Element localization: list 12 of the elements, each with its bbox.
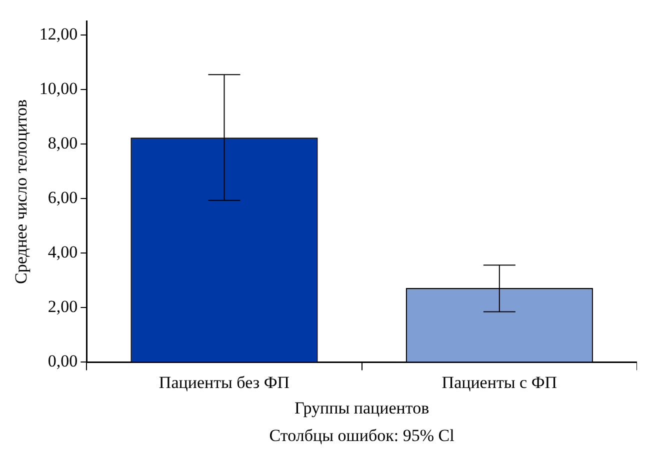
text: Столбцы ошибок: 95% Cl bbox=[269, 426, 455, 445]
x-tick-label: Пациенты без ФП bbox=[158, 372, 290, 392]
x-tick-label: Пациенты с ФП bbox=[442, 372, 558, 392]
y-tick-label: 6,00 bbox=[48, 188, 78, 207]
y-tick-label: 2,00 bbox=[48, 297, 78, 316]
y-tick-label: 10,00 bbox=[39, 78, 78, 98]
y-tick-label: 12,00 bbox=[39, 24, 78, 44]
x-axis-title: Группы пациентов bbox=[294, 398, 430, 418]
y-axis-title: Среднее число телоцитов bbox=[12, 99, 31, 284]
y-tick-label: 8,00 bbox=[48, 133, 78, 152]
y-tick-label: 0,00 bbox=[48, 352, 78, 371]
y-tick-label: 4,00 bbox=[48, 242, 78, 262]
